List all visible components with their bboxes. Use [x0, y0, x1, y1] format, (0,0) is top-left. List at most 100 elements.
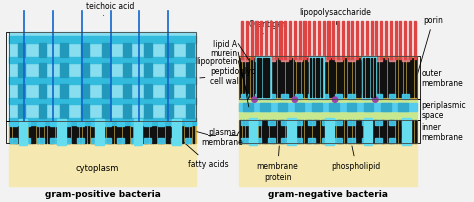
- Bar: [339, 59, 341, 98]
- Bar: [102, 64, 110, 78]
- Bar: [375, 139, 382, 143]
- Bar: [9, 37, 196, 43]
- Bar: [358, 59, 359, 98]
- Bar: [246, 59, 247, 98]
- Bar: [299, 59, 301, 98]
- Bar: [243, 121, 244, 143]
- Bar: [47, 122, 49, 143]
- Bar: [350, 59, 351, 98]
- Bar: [286, 121, 287, 143]
- Bar: [415, 59, 416, 98]
- Bar: [322, 57, 328, 62]
- Bar: [363, 59, 364, 98]
- Bar: [144, 105, 152, 119]
- Bar: [323, 22, 325, 60]
- Bar: [123, 43, 131, 57]
- Bar: [142, 122, 143, 143]
- Bar: [348, 139, 355, 143]
- Bar: [18, 43, 26, 57]
- Bar: [60, 64, 68, 78]
- Bar: [95, 120, 104, 145]
- Bar: [329, 103, 339, 111]
- Bar: [158, 122, 164, 126]
- Bar: [335, 139, 342, 143]
- Bar: [77, 122, 84, 126]
- Bar: [412, 59, 413, 98]
- Bar: [401, 59, 402, 98]
- Bar: [366, 59, 367, 98]
- Bar: [268, 121, 274, 125]
- Bar: [401, 121, 402, 143]
- Bar: [297, 59, 298, 98]
- Bar: [39, 43, 46, 57]
- Bar: [268, 95, 274, 100]
- Bar: [160, 122, 162, 143]
- Bar: [241, 139, 248, 143]
- Bar: [407, 59, 408, 98]
- Bar: [147, 122, 148, 143]
- Bar: [278, 59, 279, 98]
- Text: peptidoglycan
cell wall: peptidoglycan cell wall: [200, 66, 265, 85]
- Bar: [358, 121, 359, 143]
- Bar: [39, 64, 46, 78]
- Bar: [351, 22, 354, 60]
- Bar: [318, 59, 319, 98]
- Bar: [134, 122, 135, 143]
- Bar: [291, 59, 292, 98]
- Bar: [174, 122, 175, 143]
- Bar: [248, 59, 249, 98]
- Bar: [305, 121, 306, 143]
- Bar: [371, 59, 372, 98]
- Bar: [64, 122, 71, 126]
- Bar: [243, 103, 253, 111]
- Bar: [80, 122, 81, 143]
- Bar: [289, 22, 291, 60]
- Bar: [313, 59, 314, 98]
- Bar: [91, 139, 97, 143]
- Circle shape: [373, 98, 378, 103]
- Bar: [412, 121, 413, 143]
- Bar: [295, 103, 304, 111]
- Bar: [372, 59, 373, 98]
- Bar: [331, 121, 333, 143]
- Bar: [295, 57, 301, 62]
- Bar: [61, 122, 62, 143]
- Circle shape: [292, 98, 298, 103]
- Bar: [107, 122, 108, 143]
- Bar: [171, 122, 173, 143]
- Bar: [81, 84, 89, 98]
- Bar: [239, 57, 417, 100]
- Bar: [284, 22, 286, 60]
- Bar: [85, 122, 86, 143]
- Text: inner
membrane: inner membrane: [421, 122, 463, 142]
- Bar: [294, 59, 295, 98]
- Bar: [380, 121, 381, 143]
- Text: cytoplasm: cytoplasm: [75, 163, 119, 172]
- Bar: [18, 84, 26, 98]
- Bar: [99, 122, 100, 143]
- Bar: [184, 122, 186, 143]
- Bar: [316, 59, 317, 98]
- Bar: [144, 43, 152, 57]
- Bar: [402, 139, 409, 143]
- Bar: [155, 122, 156, 143]
- Bar: [241, 121, 248, 125]
- Bar: [118, 122, 124, 126]
- Bar: [241, 95, 248, 100]
- Bar: [42, 122, 44, 143]
- Bar: [375, 22, 377, 60]
- Bar: [184, 139, 191, 143]
- Bar: [389, 57, 395, 62]
- Bar: [10, 139, 17, 143]
- Bar: [396, 121, 397, 143]
- Bar: [365, 59, 367, 98]
- Bar: [241, 57, 248, 62]
- Bar: [259, 59, 260, 98]
- Bar: [275, 121, 276, 143]
- Bar: [297, 121, 298, 143]
- Bar: [60, 105, 68, 119]
- Bar: [321, 59, 322, 98]
- Bar: [322, 139, 328, 143]
- Bar: [248, 121, 249, 143]
- Bar: [186, 64, 194, 78]
